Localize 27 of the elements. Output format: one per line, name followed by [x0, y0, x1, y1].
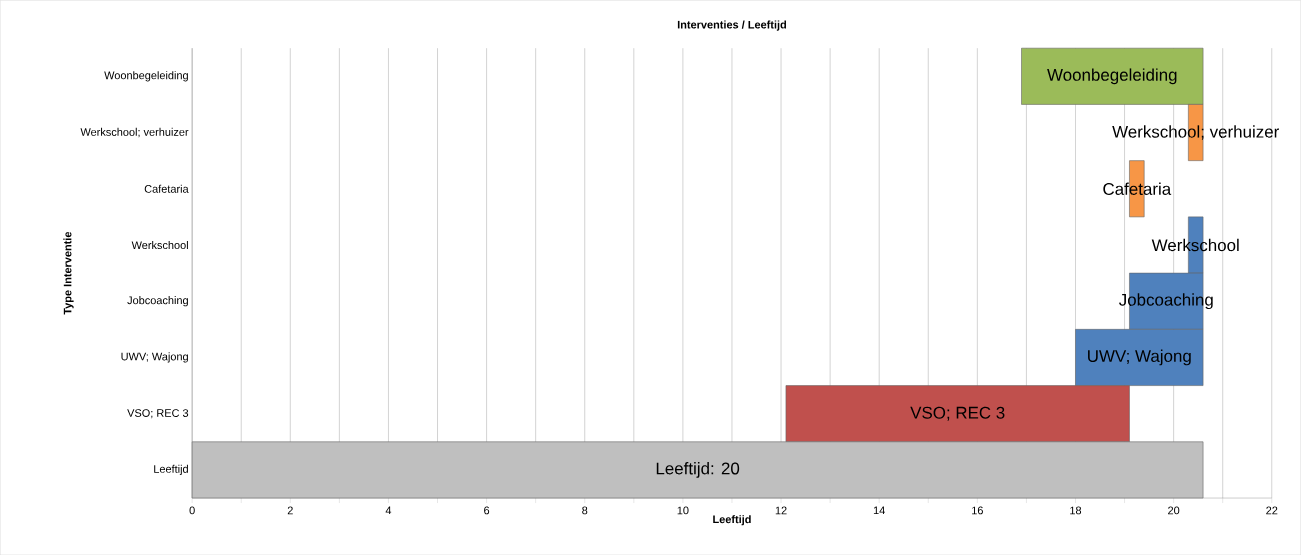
y-axis-title: Type Interventie: [63, 231, 74, 315]
x-tick-label: 10: [677, 506, 689, 515]
x-tick-label: 18: [1070, 506, 1082, 515]
x-tick-label: 20: [1168, 506, 1180, 515]
x-tick-label: 0: [189, 506, 195, 515]
x-tick-label: 14: [873, 506, 885, 514]
x-tick-label: 8: [582, 506, 588, 515]
y-tick-label: Jobcoaching: [127, 296, 188, 307]
chart-title: Interventies / Leeftijd: [677, 20, 787, 31]
y-tick-label: Woonbegeleiding: [104, 71, 188, 82]
data-label: Woonbegeleiding: [1047, 68, 1177, 85]
annotation: Leeftijd: 20: [656, 461, 740, 478]
x-tick-label: 6: [484, 506, 490, 515]
y-tick-label: UWV; Wajong: [121, 352, 188, 363]
x-axis-title: Leeftijd: [713, 515, 751, 526]
y-tick-label: Leeftijd: [154, 464, 188, 475]
x-tick-label: 2: [287, 506, 293, 515]
y-tick-label: VSO; REC 3: [127, 409, 189, 419]
x-tick-label: 22: [1266, 506, 1278, 515]
data-label: UWV; Wajong: [1088, 349, 1191, 366]
y-tick-label: Werkschool: [131, 240, 188, 249]
x-tick-label: 4: [385, 506, 392, 514]
x-tick-label: 12: [775, 506, 787, 515]
y-tick-label: Cafetaria: [144, 184, 189, 193]
y-tick-label: Werkschool; verhuizer: [80, 127, 189, 138]
data-label: VSO; REC 3: [910, 406, 1005, 421]
x-tick-label: 16: [972, 506, 983, 515]
